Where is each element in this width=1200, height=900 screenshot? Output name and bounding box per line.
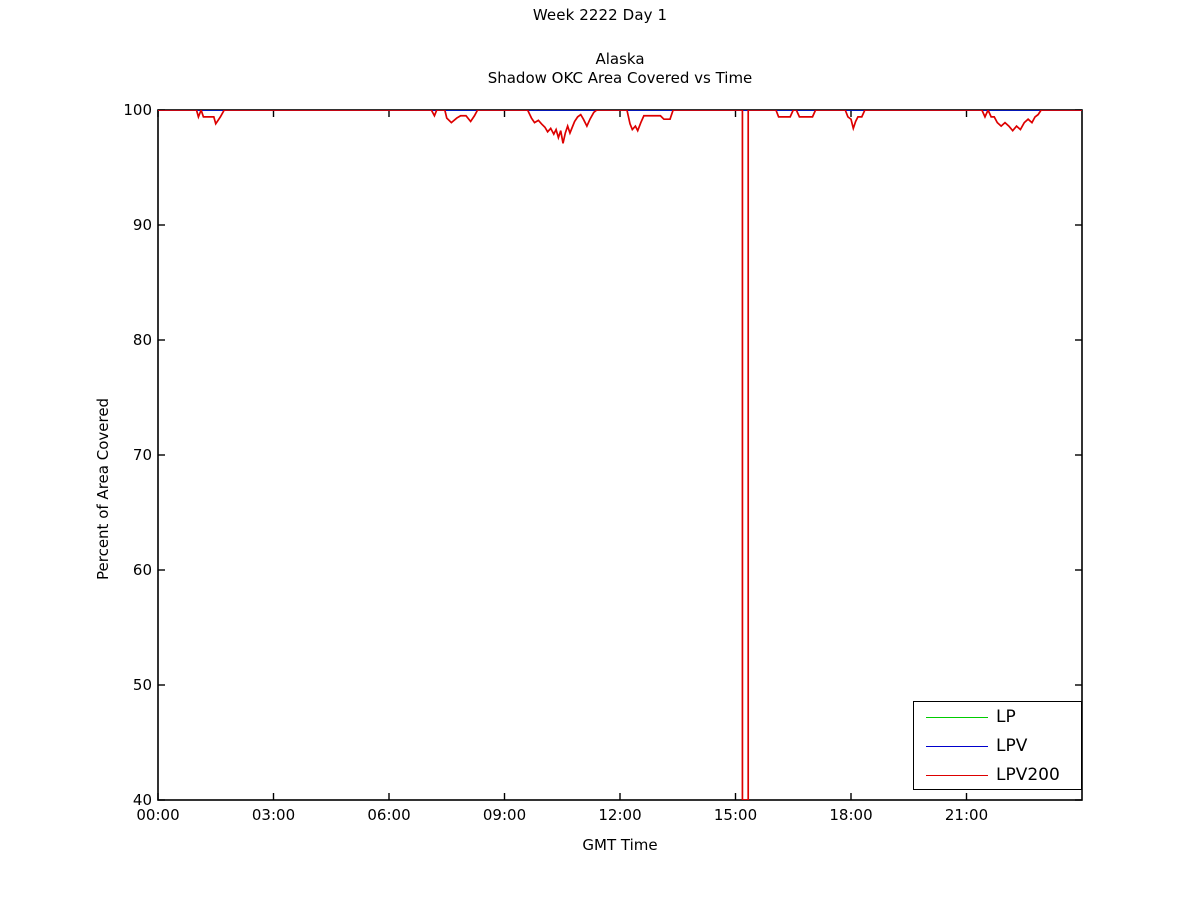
y-tick-label: 80 (132, 331, 152, 349)
x-tick-label: 00:00 (136, 806, 180, 824)
x-tick-label: 15:00 (713, 806, 758, 824)
x-tick-label: 12:00 (598, 806, 642, 824)
y-axis-tick-labels: 40 50 60 70 80 90 100 (102, 0, 152, 900)
legend-entry-lpv[interactable]: LPV (914, 732, 1083, 761)
x-tick-label: 06:00 (367, 806, 411, 824)
x-tick-label: 18:00 (829, 806, 873, 824)
y-tick-label: 100 (123, 101, 152, 119)
legend-label-lpv200: LPV200 (996, 765, 1060, 785)
y-tick-label: 40 (132, 791, 152, 809)
axes-title: Alaska Shadow OKC Area Covered vs Time (158, 50, 1082, 88)
series-line-lpv200 (158, 110, 1082, 800)
data-series-group (158, 110, 1082, 800)
legend[interactable]: LP LPV LPV200 (913, 701, 1082, 790)
axes-ticks (157, 109, 1082, 801)
legend-entry-lp[interactable]: LP (914, 703, 1083, 732)
legend-swatch-lpv200 (926, 775, 988, 776)
legend-swatch-lpv (926, 746, 988, 747)
figure-suptitle: Week 2222 Day 1 (532, 6, 668, 24)
y-tick-label: 60 (132, 561, 152, 579)
y-tick-label: 50 (132, 676, 152, 694)
y-tick-label: 90 (132, 216, 152, 234)
x-tick-label: 21:00 (944, 806, 989, 824)
x-tick-label: 09:00 (482, 806, 527, 824)
legend-swatch-lp (926, 717, 988, 718)
axes-title-line1: Alaska (595, 50, 645, 68)
legend-entry-lpv200[interactable]: LPV200 (914, 761, 1083, 790)
y-tick-label: 70 (132, 446, 152, 464)
legend-label-lpv: LPV (996, 736, 1028, 756)
axes-frame (157, 109, 1083, 801)
x-tick-label: 03:00 (251, 806, 296, 824)
axes-title-line2: Shadow OKC Area Covered vs Time (487, 69, 753, 87)
legend-label-lp: LP (996, 707, 1016, 727)
axes-border (157, 109, 1083, 801)
x-axis-label: GMT Time (582, 836, 658, 854)
